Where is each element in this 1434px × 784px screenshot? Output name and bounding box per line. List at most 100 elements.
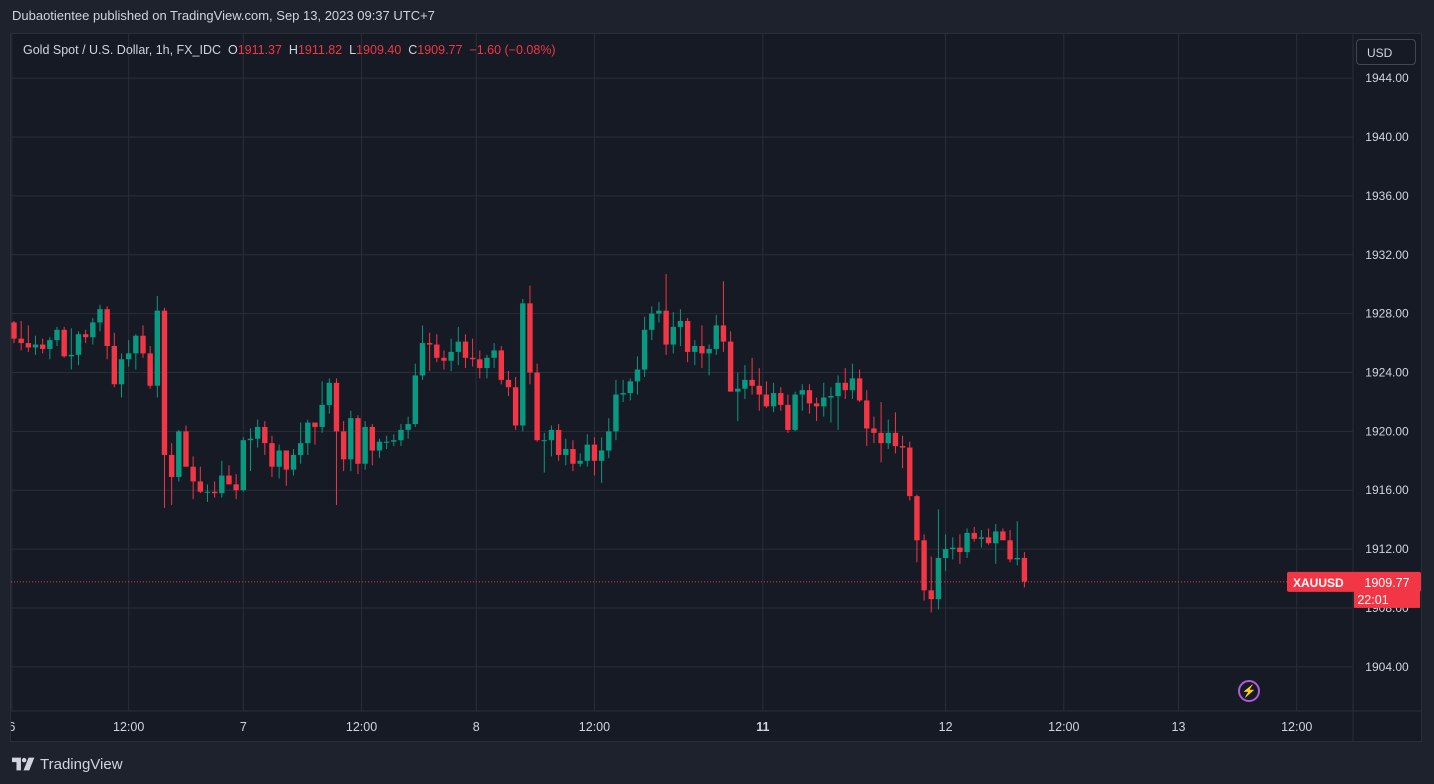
candle-body bbox=[484, 357, 490, 369]
candle bbox=[742, 365, 748, 399]
candle-body bbox=[541, 440, 547, 442]
candle-body bbox=[677, 320, 684, 327]
candle bbox=[570, 440, 576, 472]
ticker-label: XAUUSD bbox=[1293, 576, 1344, 590]
candle bbox=[47, 337, 53, 360]
x-tick-label: 12 bbox=[939, 720, 953, 734]
candle-body bbox=[799, 390, 805, 395]
candle bbox=[785, 394, 791, 433]
candle-body bbox=[899, 446, 906, 448]
candle-body bbox=[391, 440, 397, 442]
candle bbox=[484, 354, 490, 379]
y-tick-label: 1940.00 bbox=[1365, 130, 1409, 144]
candle-body bbox=[649, 313, 655, 330]
candle bbox=[412, 363, 418, 427]
candle-body bbox=[792, 394, 798, 430]
candle bbox=[97, 304, 103, 332]
candle bbox=[140, 325, 146, 358]
candle bbox=[792, 391, 798, 432]
candle-body bbox=[39, 344, 46, 349]
candle-body bbox=[749, 379, 755, 386]
candle bbox=[584, 434, 590, 467]
candle bbox=[176, 429, 182, 482]
candle bbox=[699, 325, 705, 369]
x-tick-label: 12:00 bbox=[113, 720, 144, 734]
candle-body bbox=[577, 460, 583, 464]
candle bbox=[656, 301, 662, 323]
x-tick-label: 12:00 bbox=[1281, 720, 1312, 734]
candle-body bbox=[634, 369, 641, 382]
candle-body bbox=[290, 454, 297, 470]
candle bbox=[125, 340, 132, 367]
candle-body bbox=[563, 449, 569, 455]
x-tick-label: 12:00 bbox=[346, 720, 377, 734]
candle bbox=[54, 326, 60, 347]
candle bbox=[240, 437, 247, 492]
candle-body bbox=[942, 549, 949, 558]
candle-body bbox=[971, 532, 977, 539]
candle bbox=[405, 416, 411, 439]
candle bbox=[434, 334, 440, 363]
candle bbox=[756, 368, 762, 411]
candle bbox=[183, 425, 189, 467]
candle-body bbox=[333, 382, 340, 432]
candle-body bbox=[907, 447, 913, 497]
candlestick-chart[interactable]: 1904.001908.001912.001916.001920.001924.… bbox=[11, 34, 1421, 741]
candle bbox=[799, 384, 805, 411]
candle-body bbox=[742, 379, 748, 389]
candle-body bbox=[111, 346, 118, 385]
candle-body bbox=[1000, 531, 1006, 541]
tradingview-logo-icon bbox=[12, 757, 35, 771]
candle bbox=[885, 419, 891, 450]
candle-body bbox=[1014, 557, 1020, 560]
x-tick-label: 6 bbox=[11, 720, 15, 734]
candle bbox=[32, 335, 39, 355]
candle bbox=[935, 509, 942, 610]
candle-body bbox=[97, 309, 103, 323]
candle bbox=[1021, 552, 1028, 588]
candle bbox=[663, 273, 669, 355]
candle-body bbox=[348, 418, 354, 460]
candle-body bbox=[598, 450, 605, 461]
chart-panel[interactable]: 1904.00 1908.00 1912.00 1916.00 1920.00 1924.… bbox=[10, 33, 1422, 742]
candle-body bbox=[183, 431, 189, 467]
candle bbox=[835, 375, 841, 430]
candle bbox=[297, 422, 304, 464]
candle-body bbox=[369, 426, 375, 451]
candle bbox=[211, 481, 218, 498]
candle bbox=[233, 474, 239, 500]
candle bbox=[670, 312, 676, 354]
x-tick-label: 7 bbox=[240, 720, 247, 734]
candle-body bbox=[713, 325, 719, 349]
candle-body bbox=[964, 532, 970, 553]
currency-button[interactable]: USD bbox=[1356, 39, 1416, 65]
candle-body bbox=[305, 422, 311, 444]
candle-body bbox=[785, 404, 791, 430]
candle bbox=[283, 450, 290, 486]
lightning-icon[interactable]: ⚡ bbox=[1238, 680, 1260, 702]
candle bbox=[312, 422, 318, 445]
candle-body bbox=[11, 322, 17, 339]
candle bbox=[735, 372, 741, 422]
candle-body bbox=[613, 394, 619, 432]
countdown-label: 22:01 bbox=[1357, 593, 1388, 607]
x-tick-label: 12:00 bbox=[579, 720, 610, 734]
candle bbox=[326, 378, 333, 414]
candle-body bbox=[383, 441, 390, 443]
footer-brand[interactable]: TradingView bbox=[12, 754, 123, 774]
candle bbox=[90, 318, 96, 345]
candle bbox=[190, 456, 196, 500]
candle bbox=[469, 338, 476, 367]
candle bbox=[706, 344, 712, 376]
candle-body bbox=[806, 390, 813, 404]
candle bbox=[226, 465, 232, 485]
candle-body bbox=[462, 341, 469, 358]
candle bbox=[477, 350, 483, 379]
candle-body bbox=[283, 450, 290, 470]
candle bbox=[104, 306, 110, 360]
candle bbox=[419, 325, 426, 380]
y-tick-label: 1944.00 bbox=[1365, 71, 1409, 85]
candle-body bbox=[125, 353, 132, 360]
candle bbox=[613, 379, 619, 441]
x-tick-label: 8 bbox=[473, 720, 480, 734]
